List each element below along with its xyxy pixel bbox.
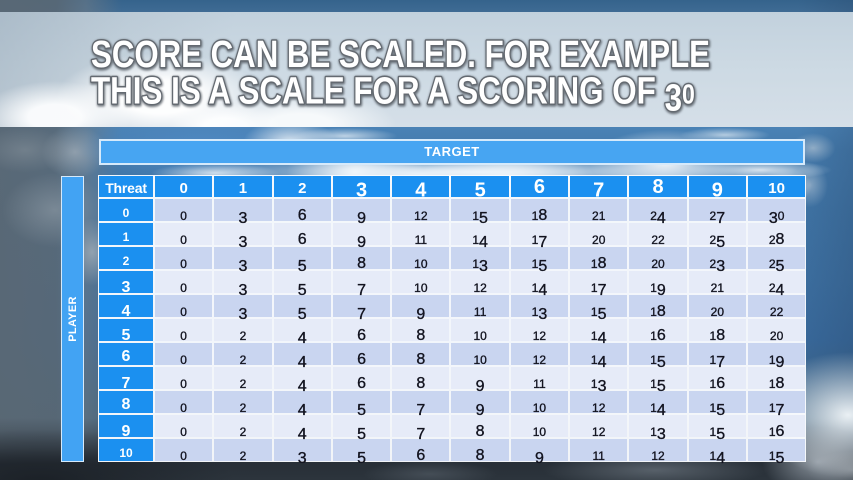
svg-text:SCORE CAN BE SCALED. FOR EXAMP: SCORE CAN BE SCALED. FOR EXAMPLE xyxy=(91,34,710,76)
svg-text:0: 0 xyxy=(682,80,695,111)
svg-text:THIS IS A SCALE FOR A SCORING: THIS IS A SCALE FOR A SCORING OF xyxy=(92,71,657,114)
svg-text:0: 0 xyxy=(683,81,696,112)
svg-text:3: 3 xyxy=(665,77,682,120)
svg-text:3: 3 xyxy=(665,78,682,121)
svg-text:THIS IS A SCALE FOR A SCORING: THIS IS A SCALE FOR A SCORING OF xyxy=(91,70,656,113)
svg-text:SCORE CAN BE SCALED. FOR EXAMP: SCORE CAN BE SCALED. FOR EXAMPLE xyxy=(92,35,711,77)
